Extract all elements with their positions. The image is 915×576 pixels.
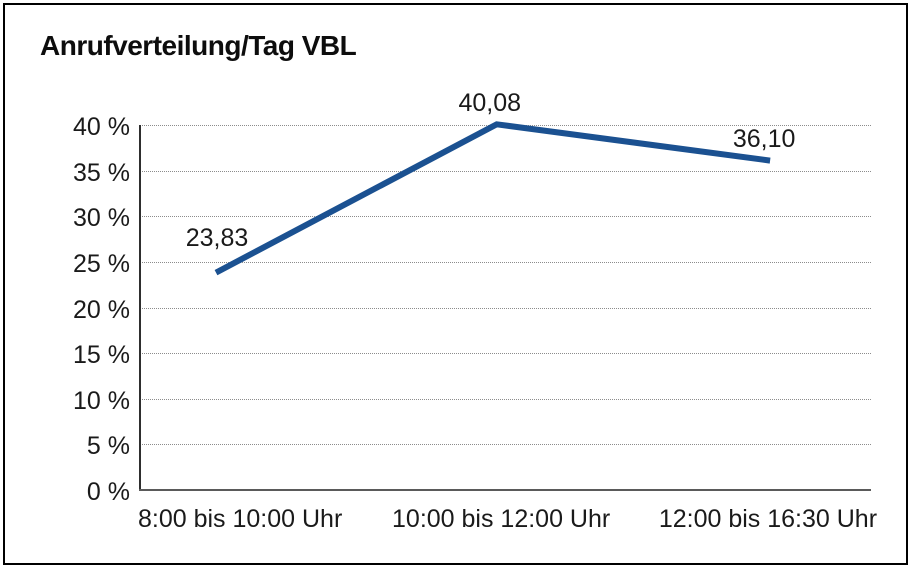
gridline-15 (140, 353, 871, 355)
y-tick-label-15: 15 % (73, 341, 130, 370)
x-category-label-2: 10:00 bis 12:00 Uhr (392, 505, 611, 533)
gridline-20 (140, 307, 871, 309)
gridline-25 (140, 261, 871, 263)
gridline-5 (140, 444, 871, 446)
series-line (214, 121, 771, 276)
gridline-35 (140, 170, 871, 172)
data-label-2: 40,08 (458, 89, 521, 118)
y-axis-line (139, 125, 141, 490)
chart-title: Anrufverteilung/Tag VBL (40, 30, 357, 61)
y-tick-label-10: 10 % (73, 386, 130, 415)
x-category-label-1: 8:00 bis 10:00 Uhr (137, 505, 343, 533)
y-tick-label-5: 5 % (86, 432, 130, 461)
y-tick-label-25: 25 % (73, 249, 130, 278)
y-tick-label-35: 35 % (73, 158, 130, 187)
gridline-10 (140, 398, 871, 400)
x-axis-line (139, 489, 871, 491)
data-label-1: 23,83 (185, 223, 249, 252)
y-tick-label-40: 40 % (73, 113, 130, 141)
gridline-30 (140, 216, 871, 218)
y-tick-label-0: 0 % (86, 478, 130, 506)
x-category-label-3: 12:00 bis 16:30 Uhr (658, 505, 878, 533)
y-tick-label-20: 20 % (73, 295, 130, 324)
y-tick-label-30: 30 % (73, 204, 130, 233)
data-label-3: 36,10 (732, 124, 796, 153)
